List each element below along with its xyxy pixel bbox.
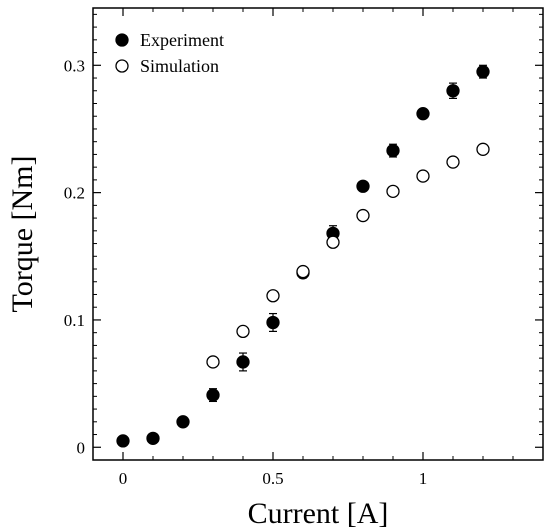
axis-ticks [92, 8, 544, 460]
experiment-point [356, 179, 370, 193]
simulation-point [296, 264, 310, 279]
x-tick-label: 0.5 [262, 469, 283, 488]
simulation-point [416, 169, 430, 183]
experiment-point [236, 355, 250, 369]
simulation-point [206, 355, 220, 369]
simulation-point [266, 289, 280, 303]
simulation-point [476, 142, 490, 156]
legend-label-simulation: Simulation [140, 56, 219, 76]
experiment-point [176, 415, 190, 429]
simulation-point [236, 324, 250, 339]
experiment-point [476, 65, 490, 79]
simulation-point [446, 155, 460, 169]
experiment-point [266, 315, 280, 330]
y-tick-label: 0.2 [64, 184, 85, 203]
simulation-point [386, 184, 400, 198]
experiment-point [146, 431, 160, 446]
y-tick-label: 0.3 [64, 56, 85, 75]
legend: Experiment Simulation [115, 30, 224, 76]
experiment-point [416, 107, 430, 121]
axis-tick-labels: 0 0.5 1 0 0.1 0.2 0.3 [64, 56, 428, 488]
legend-marker-experiment [115, 33, 129, 47]
x-tick-label: 1 [419, 469, 428, 488]
legend-label-experiment: Experiment [140, 30, 224, 50]
simulation-point [356, 208, 370, 223]
experiment-point [386, 143, 400, 158]
experiment-point [206, 388, 220, 402]
y-tick-label: 0 [77, 438, 86, 457]
y-axis-label: Torque [Nm] [6, 155, 39, 312]
plot-area-frame [92, 7, 544, 461]
x-axis-label: Current [A] [248, 497, 389, 530]
experiment-point [116, 434, 130, 448]
data-marks [116, 64, 490, 448]
y-tick-label: 0.1 [64, 311, 85, 330]
simulation-point [326, 235, 340, 249]
experiment-point [446, 84, 460, 98]
x-tick-label: 0 [119, 469, 128, 488]
legend-marker-simulation [115, 59, 129, 73]
